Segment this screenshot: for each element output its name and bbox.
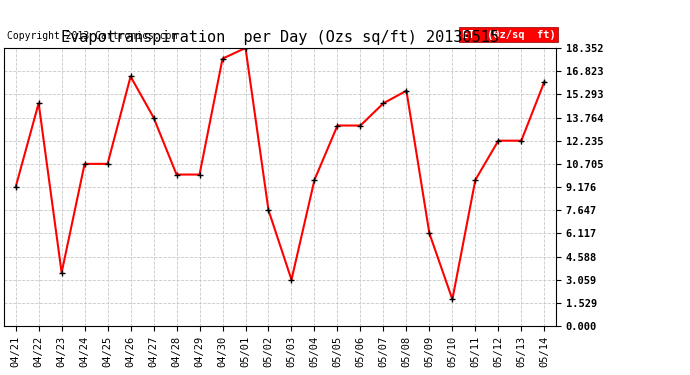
Title: Evapotranspiration  per Day (Ozs sq/ft) 20130515: Evapotranspiration per Day (Ozs sq/ft) 2…	[61, 30, 499, 45]
Text: Copyright 2013 Cartronics.com: Copyright 2013 Cartronics.com	[7, 32, 177, 41]
Text: ET  (0z/sq  ft): ET (0z/sq ft)	[462, 30, 556, 40]
